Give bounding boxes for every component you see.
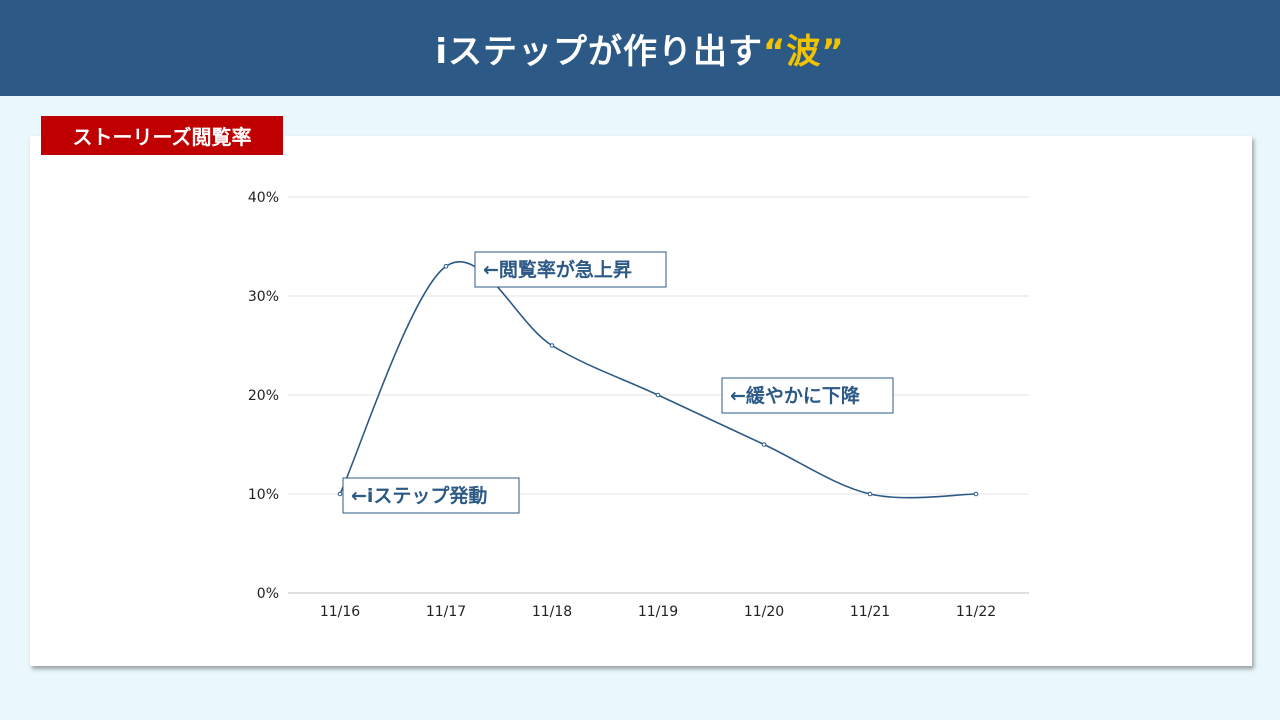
header-bar: iステップが作り出す“波”: [0, 0, 1280, 96]
data-point: [867, 491, 873, 497]
x-tick-label: 11/21: [850, 604, 890, 620]
annotation-text: ←緩やかに下降: [730, 384, 861, 407]
data-point: [761, 442, 767, 447]
x-tick-label: 11/17: [426, 604, 466, 620]
y-tick-label: 10%: [248, 487, 279, 503]
y-axis-labels: 0% 10% 20% 30% 40%: [248, 190, 279, 602]
x-tick-label: 11/22: [956, 604, 996, 620]
x-axis-labels: 11/16 11/17 11/18 11/19 11/20 11/21 11/22: [320, 604, 996, 620]
x-tick-label: 11/16: [320, 604, 360, 620]
chart-label-badge: ストーリーズ閲覧率: [41, 116, 283, 155]
y-tick-label: 30%: [248, 289, 279, 305]
annotation-text: ←iステップ発動: [351, 484, 487, 507]
annotation-callout: ←閲覧率が急上昇: [474, 251, 667, 288]
data-point: [973, 491, 979, 497]
x-tick-label: 11/19: [638, 604, 678, 620]
y-tick-label: 40%: [248, 190, 279, 206]
x-tick-label: 11/18: [532, 604, 572, 620]
annotation-text: ←閲覧率が急上昇: [483, 258, 632, 281]
y-tick-label: 20%: [248, 388, 279, 404]
title-accent: “波”: [762, 31, 845, 72]
annotation-callout: ←緩やかに下降: [721, 377, 894, 414]
annotation-box: [721, 377, 894, 414]
x-tick-label: 11/20: [744, 604, 784, 620]
annotation-box: [474, 251, 667, 288]
data-point: [549, 343, 555, 348]
annotations: ←iステップ発動 ←閲覧率が急上昇 ←緩やかに下降: [342, 251, 894, 514]
annotation-box: [342, 477, 520, 514]
series-points: [337, 264, 979, 497]
series-line: [339, 260, 977, 499]
chart-card: [30, 136, 1252, 666]
annotation-callout: ←iステップ発動: [342, 477, 520, 514]
data-point: [443, 264, 449, 269]
data-point: [655, 392, 661, 398]
y-tick-label: 0%: [257, 586, 279, 602]
title-main: iステップが作り出す: [435, 31, 763, 72]
data-point: [337, 491, 343, 497]
page-title: iステップが作り出す“波”: [435, 24, 844, 73]
